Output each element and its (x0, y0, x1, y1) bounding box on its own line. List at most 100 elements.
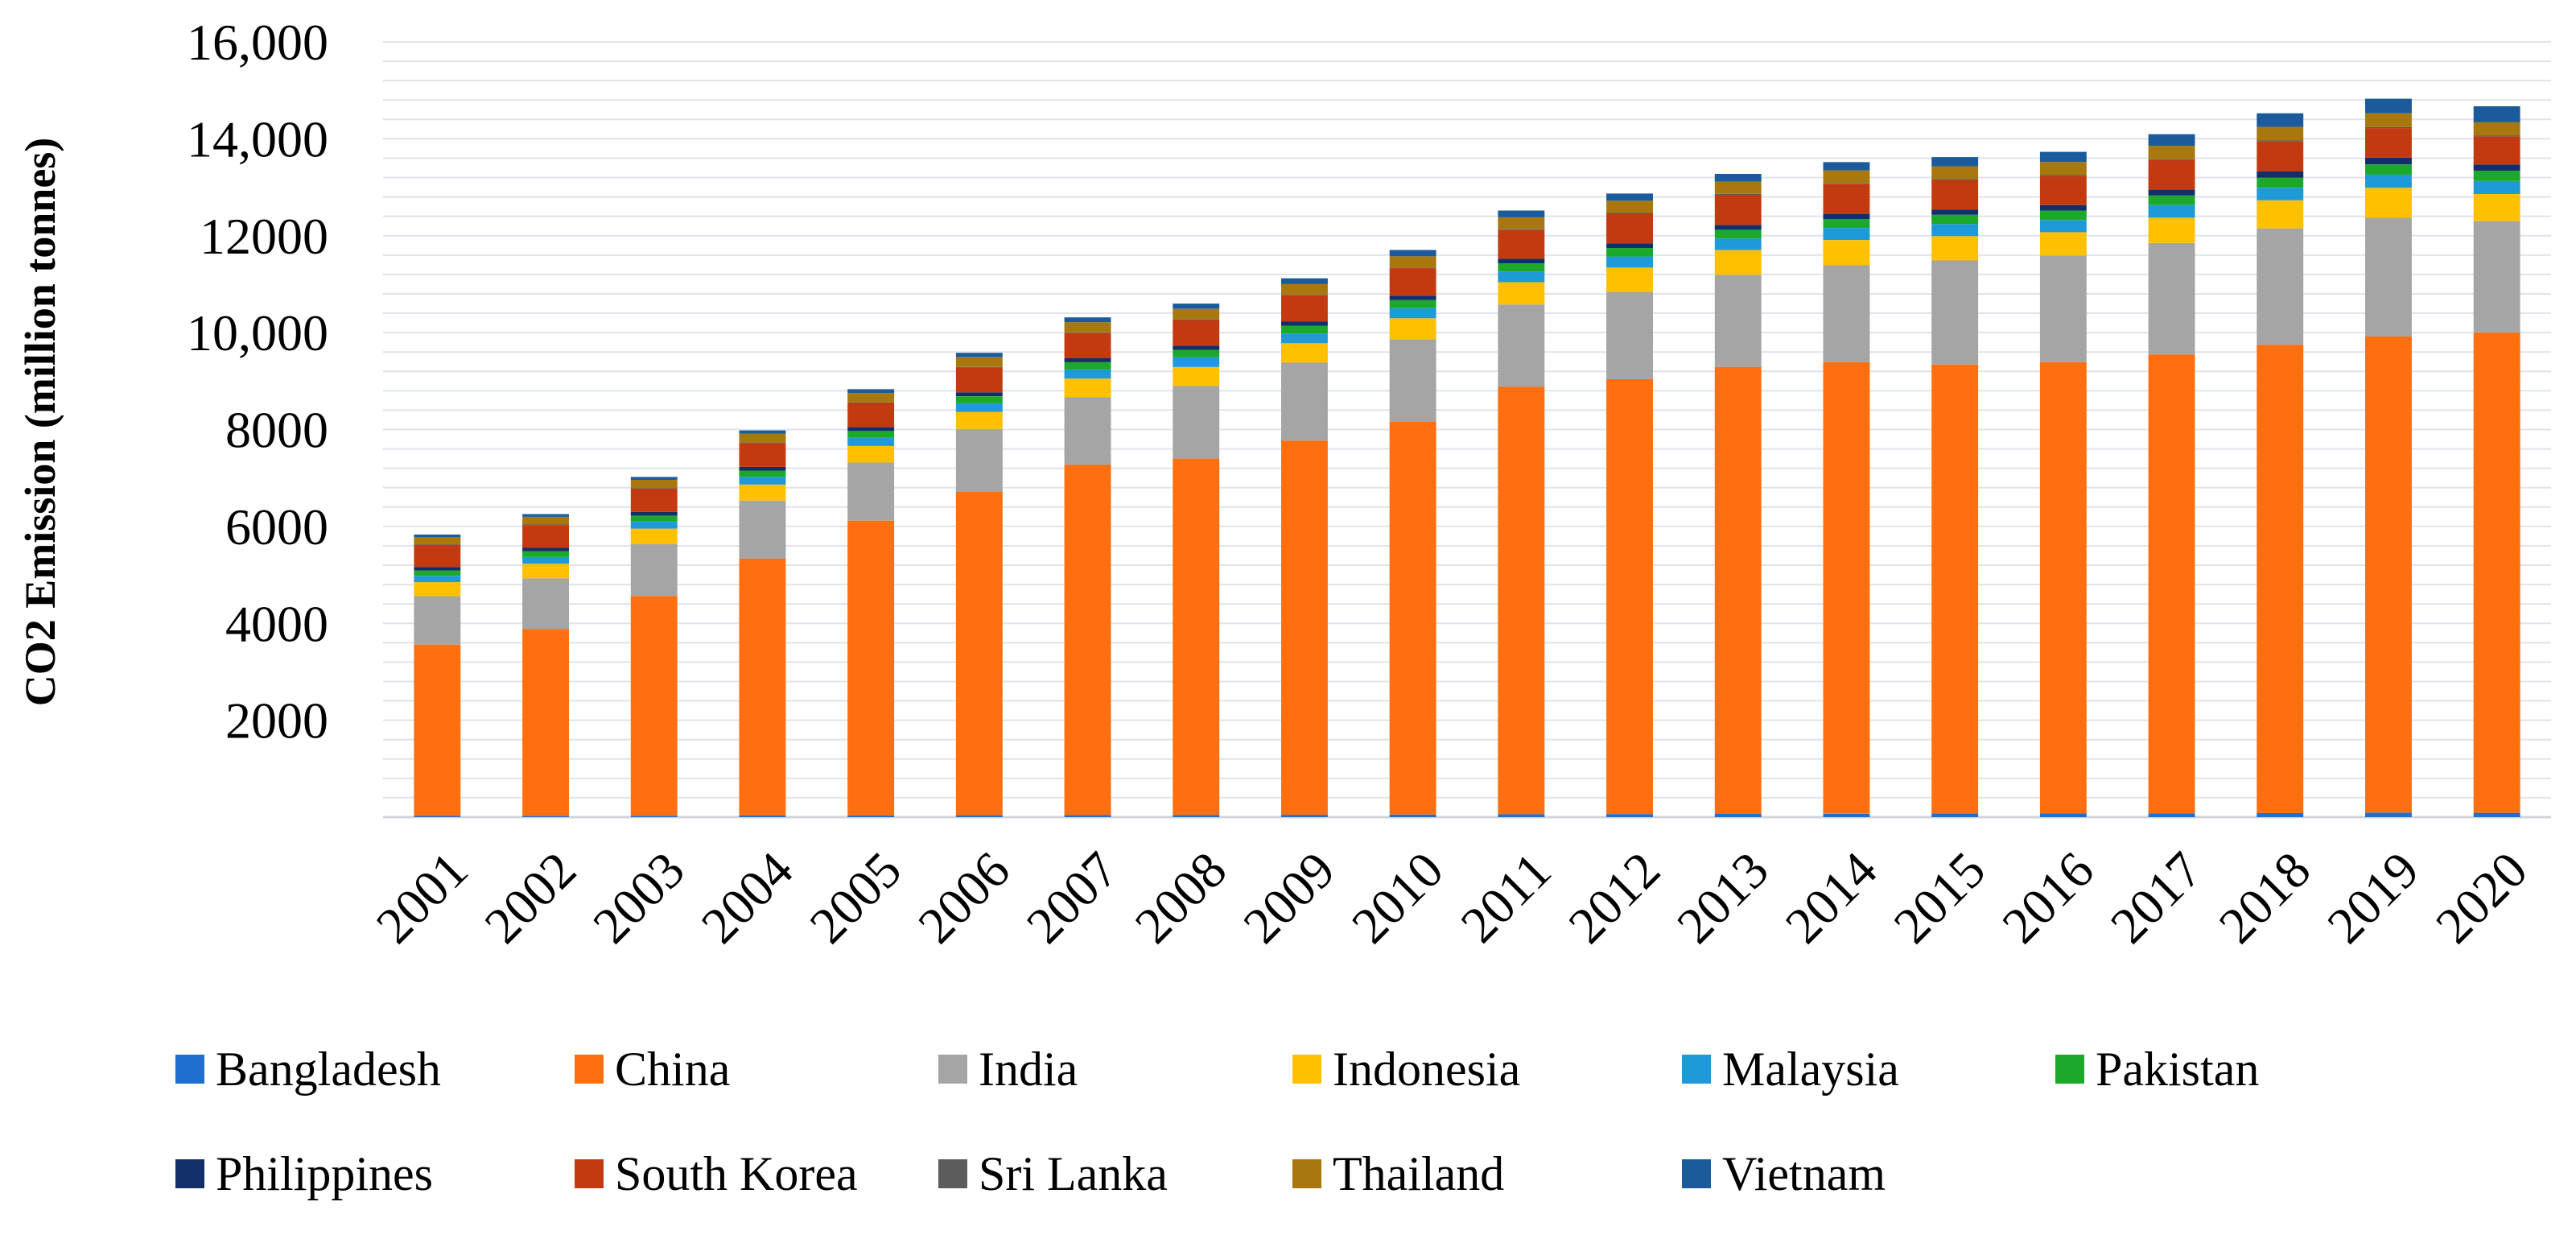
bar-malaysia-2018 (2257, 188, 2304, 200)
bar-india-2016 (2039, 255, 2087, 362)
bar-china-2007 (1064, 465, 1111, 816)
bar-pakistan-2008 (1173, 349, 1220, 357)
bar-malaysia-2016 (2039, 220, 2087, 233)
legend-label: Sri Lanka (979, 1147, 1168, 1200)
bar-china-2018 (2257, 345, 2304, 813)
bar-bangladesh-2009 (1281, 815, 1328, 817)
bar-china-2009 (1281, 440, 1328, 815)
bar-pakistan-2005 (847, 431, 895, 438)
bar-south-korea-2005 (847, 403, 895, 427)
bar-pakistan-2018 (2257, 177, 2304, 188)
grid-layer (383, 41, 2551, 819)
bar-india-2017 (2148, 242, 2195, 355)
bar-stack-2007 (1064, 317, 1111, 817)
bar-sri-lanka-2013 (1714, 194, 1762, 195)
bar-china-2008 (1173, 458, 1220, 816)
bar-stack-2004 (739, 430, 786, 817)
legend-item-pakistan: Pakistan (2055, 1043, 2259, 1096)
bar-malaysia-2010 (1389, 308, 1436, 319)
bar-vietnam-2007 (1064, 317, 1111, 323)
bar-south-korea-2012 (1606, 213, 1653, 244)
x-tick-label: 2003 (582, 840, 695, 954)
bar-china-2017 (2148, 354, 2195, 814)
bar-bangladesh-2014 (1823, 813, 1870, 817)
bar-pakistan-2002 (522, 551, 569, 557)
x-tick-label: 2018 (2208, 840, 2322, 954)
x-tick-label: 2011 (1450, 841, 1562, 953)
bar-india-2007 (1064, 397, 1111, 465)
bar-pakistan-2007 (1064, 361, 1111, 370)
legend-swatch (1292, 1159, 1321, 1188)
bar-pakistan-2015 (1931, 214, 1979, 225)
bar-thailand-2009 (1281, 283, 1328, 295)
bar-south-korea-2010 (1389, 268, 1436, 296)
bar-south-korea-2004 (739, 443, 786, 467)
bar-stack-2009 (1281, 278, 1328, 817)
y-tick-label: 8000 (225, 402, 328, 459)
bar-south-korea-2011 (1498, 229, 1545, 259)
bar-stack-2014 (1823, 162, 1870, 817)
bar-sri-lanka-2006 (955, 366, 1003, 368)
bar-south-korea-2018 (2257, 141, 2304, 171)
bar-china-2016 (2039, 361, 2087, 814)
bar-vietnam-2019 (2365, 98, 2412, 114)
bar-indonesia-2008 (1173, 366, 1220, 386)
legend-item-sri-lanka: Sri Lanka (938, 1147, 1168, 1200)
bar-sri-lanka-2012 (1606, 213, 1653, 214)
bar-pakistan-2001 (414, 570, 461, 576)
bar-stack-2006 (955, 353, 1003, 817)
legend: Bangladesh China India Indonesia Malaysia Pak… (175, 1043, 2259, 1200)
bar-stack-2011 (1498, 210, 1545, 817)
y-axis-label: CO2 Emission (million tonnes) (16, 138, 64, 707)
y-tick-label: 4000 (225, 595, 328, 652)
bar-thailand-2006 (955, 357, 1003, 367)
x-tick-label: 2013 (1666, 840, 1779, 954)
bar-philippines-2012 (1606, 243, 1653, 249)
bar-malaysia-2014 (1823, 228, 1870, 241)
bar-indonesia-2020 (2473, 194, 2520, 221)
x-tick-label: 2008 (1124, 840, 1238, 954)
bar-south-korea-2013 (1714, 195, 1762, 225)
bar-malaysia-2005 (847, 437, 895, 446)
bar-south-korea-2008 (1173, 320, 1220, 346)
bar-indonesia-2012 (1606, 267, 1653, 292)
bar-thailand-2015 (1931, 166, 1979, 180)
bar-india-2019 (2365, 217, 2412, 337)
bar-thailand-2014 (1823, 170, 1870, 184)
y-tick-label: 16,000 (187, 14, 328, 71)
bar-south-korea-2009 (1281, 295, 1328, 322)
bar-south-korea-2003 (630, 489, 678, 512)
bar-china-2020 (2473, 332, 2520, 813)
bar-philippines-2005 (847, 427, 895, 432)
x-tick-label: 2017 (2100, 840, 2213, 954)
legend-label: Pakistan (2096, 1043, 2259, 1096)
bar-south-korea-2020 (2473, 136, 2520, 165)
bar-philippines-2004 (739, 466, 786, 471)
bar-indonesia-2003 (630, 528, 678, 544)
bar-stack-2016 (2039, 151, 2087, 817)
bar-indonesia-2018 (2257, 200, 2304, 229)
bar-vietnam-2013 (1714, 174, 1762, 182)
bar-malaysia-2004 (739, 477, 786, 485)
bar-thailand-2001 (414, 537, 461, 544)
bar-pakistan-2006 (955, 396, 1003, 403)
bar-bangladesh-2013 (1714, 814, 1762, 817)
bar-bangladesh-2017 (2148, 813, 2195, 817)
bar-vietnam-2006 (955, 353, 1003, 357)
bar-thailand-2003 (630, 480, 678, 489)
y-tick-label: 10,000 (187, 304, 328, 361)
bar-thailand-2002 (522, 516, 569, 525)
bar-pakistan-2009 (1281, 325, 1328, 334)
x-tick-label: 2016 (1991, 840, 2104, 954)
bar-india-2001 (414, 596, 461, 645)
bar-south-korea-2016 (2039, 176, 2087, 205)
bar-china-2010 (1389, 421, 1436, 815)
bars-layer (414, 98, 2520, 817)
bar-india-2003 (630, 543, 678, 597)
bar-pakistan-2010 (1389, 299, 1436, 308)
bar-vietnam-2010 (1389, 250, 1436, 257)
bar-indonesia-2017 (2148, 217, 2195, 243)
bar-india-2009 (1281, 362, 1328, 441)
